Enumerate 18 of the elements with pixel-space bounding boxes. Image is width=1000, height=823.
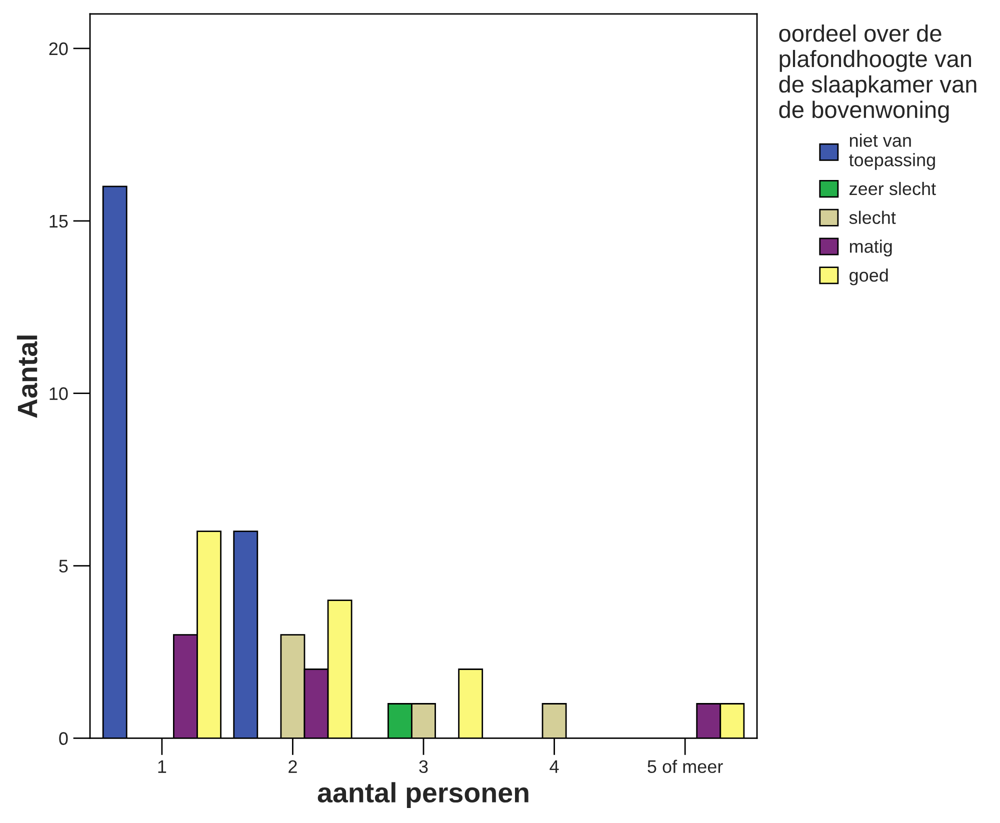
legend-title: oordeel over de plafondhoogte van de slaapkamer van de bovenwoning [779, 24, 976, 123]
legend-label: zeer slecht [850, 182, 936, 196]
x-tick-label: 5 of meer [648, 760, 723, 774]
x-axis-title: aantal personen [318, 782, 528, 808]
x-tick-label: 4 [550, 760, 559, 773]
x-tick-label: 1 [158, 760, 166, 773]
legend-label: niet van toepassing [849, 134, 935, 170]
x-tick-label: 2 [288, 760, 297, 773]
y-tick-label: 5 [59, 560, 68, 573]
legend-label: matig [850, 240, 892, 256]
x-tick-label: 3 [419, 760, 428, 774]
y-tick-label: 0 [59, 732, 68, 745]
legend-label: slecht [849, 210, 896, 224]
y-tick-label: 10 [50, 387, 68, 400]
y-tick-label: 20 [49, 42, 68, 56]
legend-label: goed [850, 268, 888, 286]
y-axis-title: Aantal [16, 336, 38, 418]
y-tick-label: 15 [50, 215, 68, 228]
